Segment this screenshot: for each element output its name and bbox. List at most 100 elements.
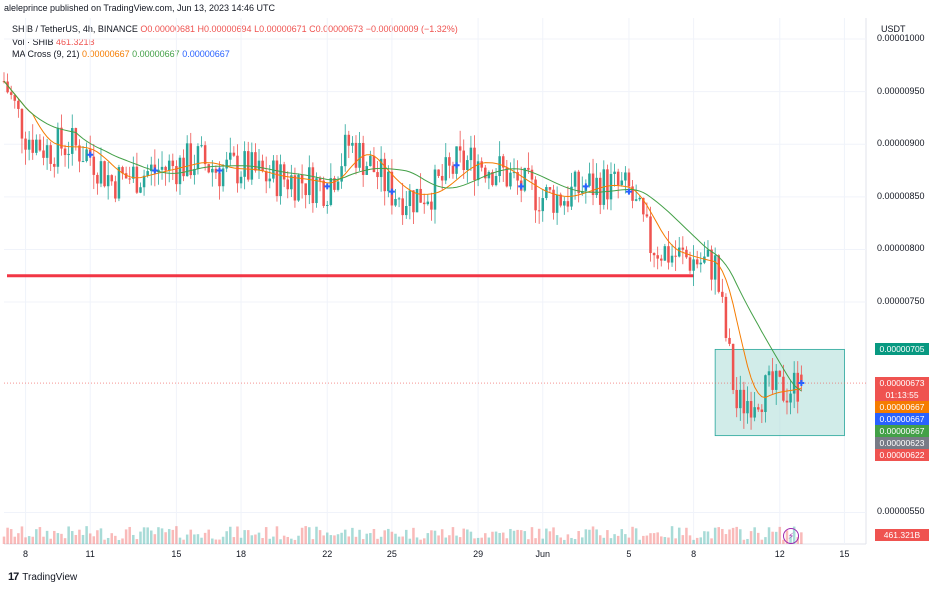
volume-bar xyxy=(710,538,713,544)
volume-bar xyxy=(160,528,164,544)
volume-bar xyxy=(225,531,228,544)
candle-body xyxy=(616,171,620,186)
volume-bar xyxy=(667,537,670,544)
volume-bar xyxy=(620,529,624,544)
volume-bar xyxy=(656,532,659,544)
candle-body xyxy=(340,166,343,182)
volume-bar xyxy=(27,536,31,544)
candle-body xyxy=(537,210,541,212)
candle-body xyxy=(272,160,275,179)
volume-bar xyxy=(24,537,27,544)
candle-body xyxy=(218,172,221,187)
volume-bar xyxy=(361,539,365,544)
volume-bar xyxy=(311,539,315,544)
volume-bar xyxy=(347,536,351,544)
candle-body xyxy=(142,175,146,188)
candle-body xyxy=(343,134,347,167)
candle-body xyxy=(304,183,307,196)
volume-bar xyxy=(458,537,462,544)
candle-body xyxy=(480,161,483,168)
candle-body xyxy=(548,187,552,190)
volume-bar xyxy=(706,531,710,544)
volume-bar xyxy=(616,535,620,544)
volume-bar xyxy=(746,538,749,544)
candle-body xyxy=(505,167,509,187)
volume-bar xyxy=(63,538,67,544)
ma-cross-marker xyxy=(388,188,395,195)
volume-bar xyxy=(322,535,325,544)
volume-bar xyxy=(724,534,728,544)
price-badge: 0.00000667 xyxy=(875,425,929,438)
price-tick-label: 0.00000800 xyxy=(877,243,925,254)
candle-body xyxy=(742,389,746,414)
candle-body xyxy=(789,393,792,403)
volume-bar xyxy=(677,527,681,544)
volume-bar xyxy=(383,530,386,544)
candle-body xyxy=(631,186,634,201)
candle-body xyxy=(171,160,175,167)
candle-body xyxy=(85,149,88,162)
volume-bar xyxy=(74,534,78,544)
volume-bar xyxy=(117,539,121,544)
volume-label[interactable]: Vol · SHIB xyxy=(12,37,54,47)
candle-body xyxy=(469,147,473,161)
volume-bar xyxy=(9,529,13,544)
candle-body xyxy=(451,165,455,174)
candle-body xyxy=(146,171,149,176)
volume-bar xyxy=(297,535,300,544)
candle-body xyxy=(595,177,598,196)
open-value: O0.00000681 xyxy=(140,24,195,34)
candle-body xyxy=(491,172,494,186)
lightning-icon[interactable]: ⚡ xyxy=(783,528,799,544)
candle-body xyxy=(437,169,440,176)
candle-body xyxy=(760,409,764,413)
candle-body xyxy=(221,168,225,187)
candle-body xyxy=(534,179,537,211)
candle-body xyxy=(308,167,311,196)
volume-bar xyxy=(609,538,613,544)
candle-body xyxy=(387,171,390,192)
volume-bar xyxy=(164,532,167,544)
volume-bar xyxy=(523,531,527,544)
candle-body xyxy=(509,172,512,187)
candle-body xyxy=(132,166,135,179)
volume-bar xyxy=(358,529,361,544)
volume-bar xyxy=(505,538,509,544)
volume-bar xyxy=(674,538,677,544)
candle-body xyxy=(552,189,555,213)
candle-body xyxy=(588,173,591,186)
candle-body xyxy=(462,150,465,171)
candle-body xyxy=(300,174,304,184)
candle-body xyxy=(677,247,681,257)
volume-bar xyxy=(559,537,562,544)
volume-bar xyxy=(419,539,422,544)
volume-bar xyxy=(282,535,286,544)
candle-body xyxy=(577,171,580,194)
ma-label[interactable]: MA Cross (9, 21) xyxy=(12,49,80,59)
volume-bar xyxy=(315,526,318,544)
candle-body xyxy=(254,152,257,171)
candle-body xyxy=(293,175,297,201)
volume-bar xyxy=(211,538,214,544)
date-tick-label: 15 xyxy=(171,549,182,559)
candle-body xyxy=(638,197,641,200)
candle-body xyxy=(117,167,121,199)
candle-body xyxy=(656,255,659,259)
volume-bar xyxy=(577,531,580,544)
candle-body xyxy=(325,204,329,206)
volume-bar xyxy=(437,535,440,544)
candle-body xyxy=(731,343,735,390)
volume-bar xyxy=(519,530,523,544)
candle-body xyxy=(351,142,354,146)
candle-body xyxy=(627,172,631,187)
candle-body xyxy=(559,194,562,206)
volume-bar xyxy=(563,539,566,544)
date-tick-label: 8 xyxy=(23,549,29,559)
volume-bar xyxy=(405,529,408,544)
date-tick-label: 22 xyxy=(322,549,333,559)
candle-body xyxy=(354,142,358,168)
volume-bar xyxy=(739,529,742,544)
volume-bar xyxy=(670,526,674,544)
symbol-label[interactable]: SHIB / TetherUS, 4h, BINANCE xyxy=(12,24,138,34)
